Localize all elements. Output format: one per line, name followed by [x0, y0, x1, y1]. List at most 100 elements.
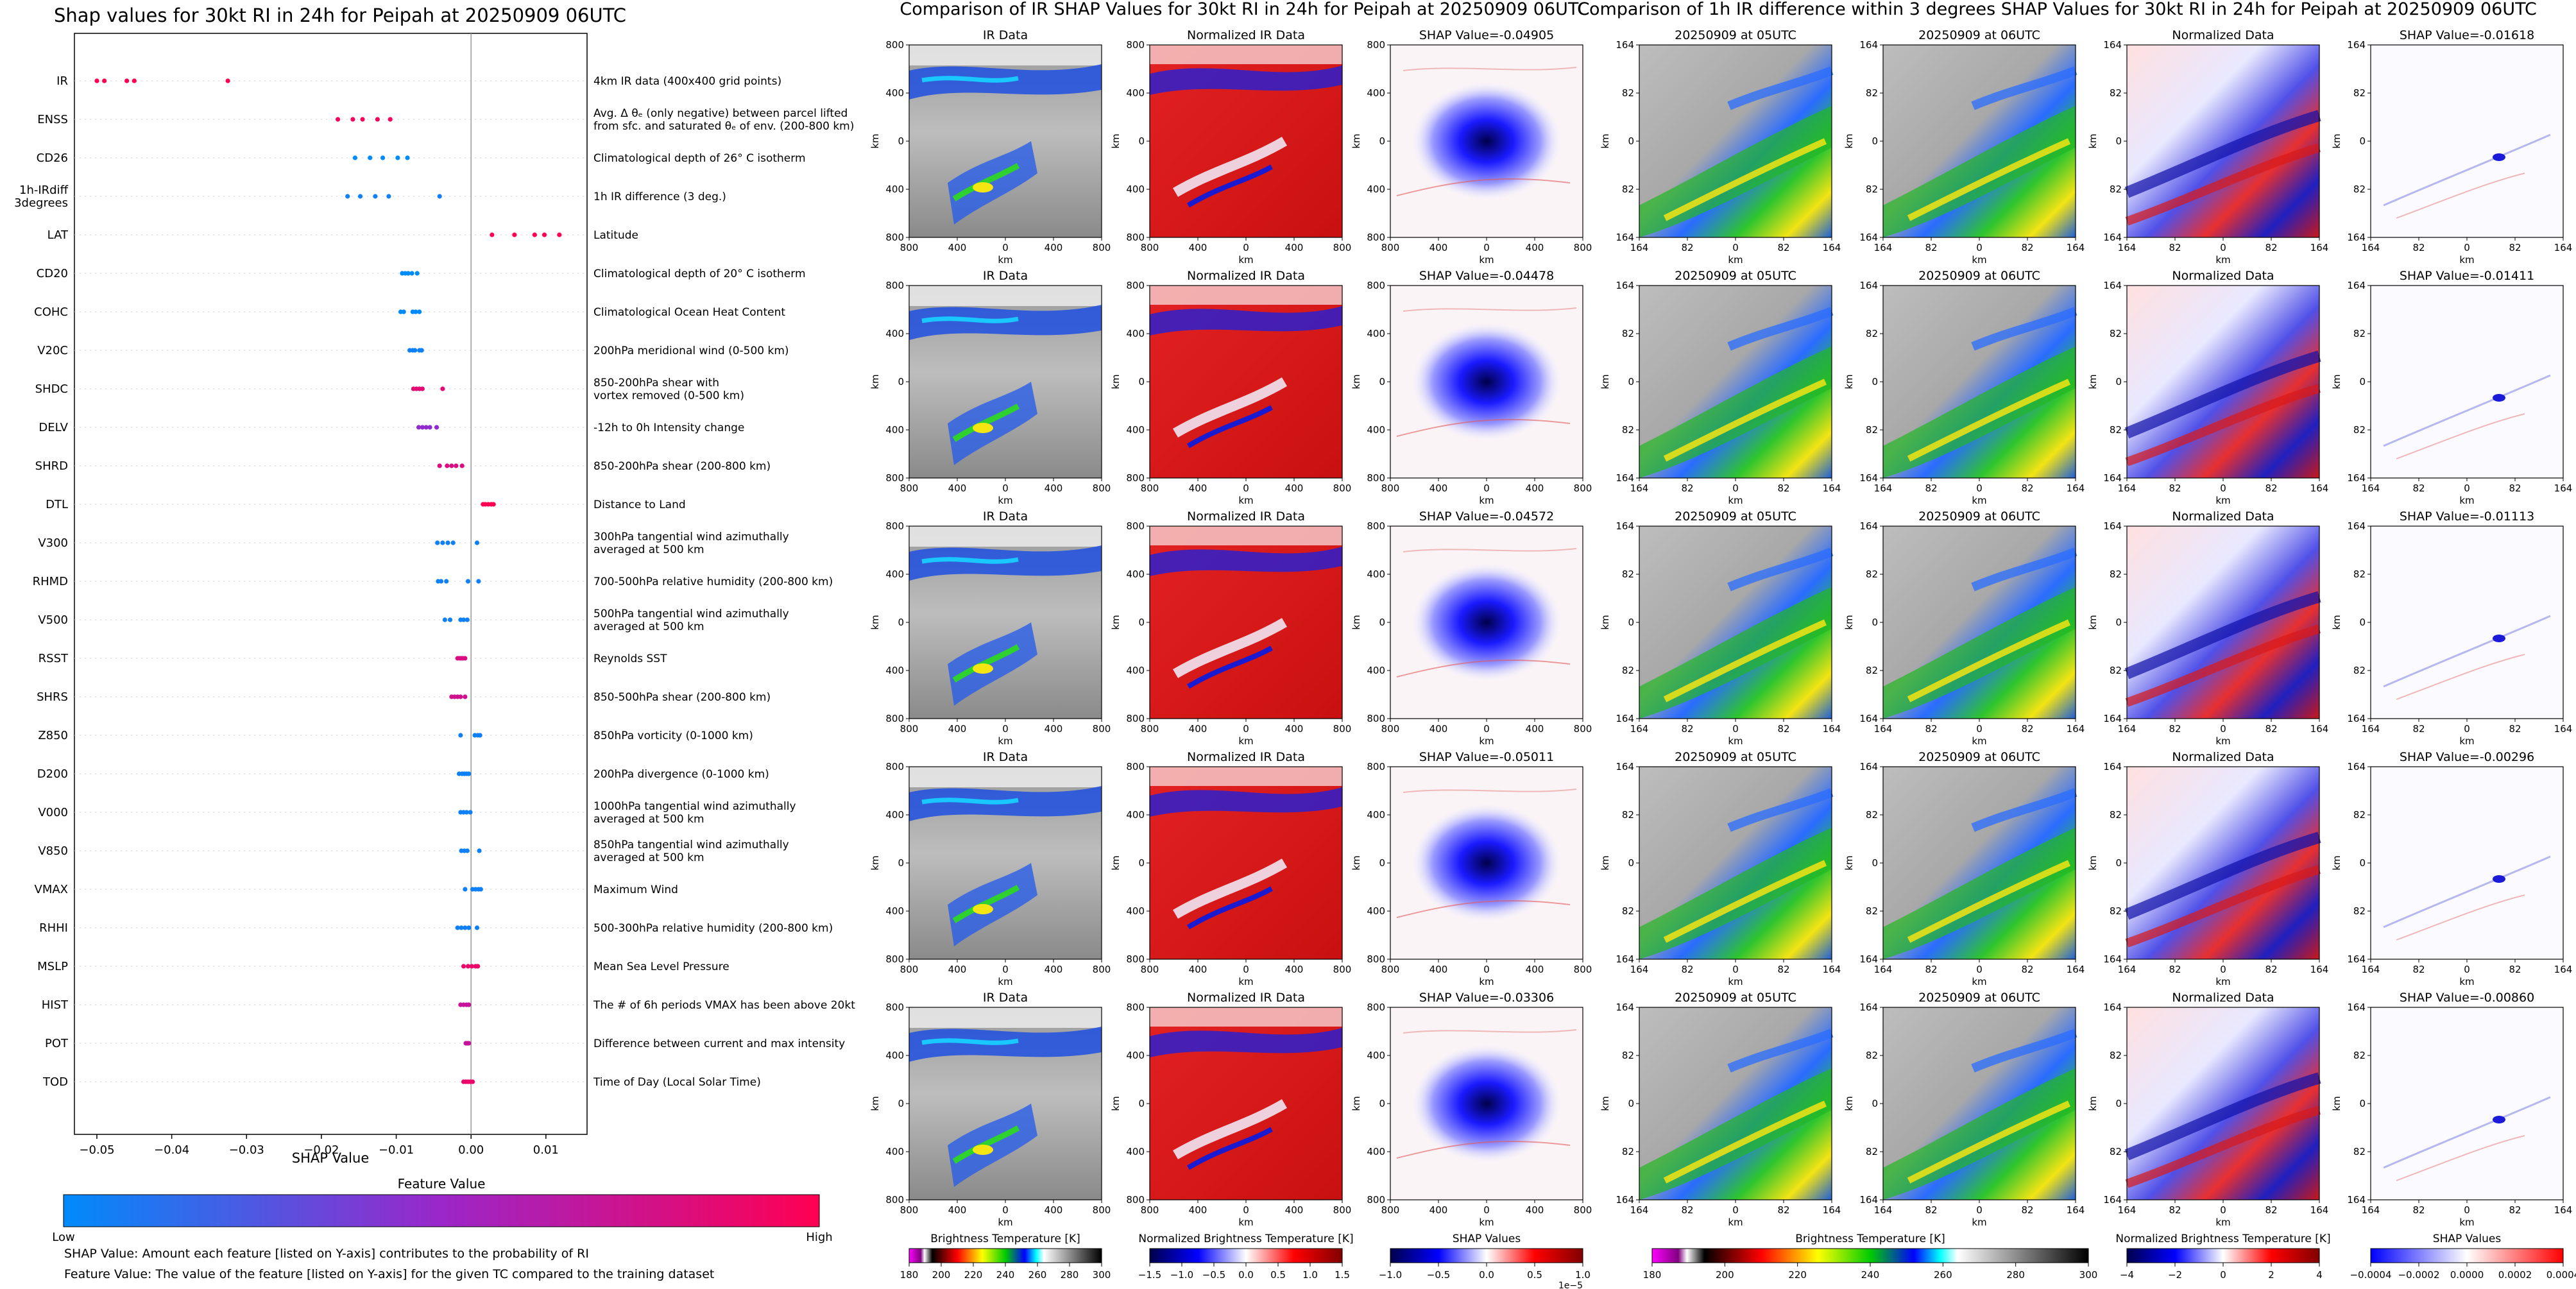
colorbar-tick-label: 0.0	[1479, 1269, 1494, 1281]
panel-y-tick-label: 82	[1622, 1146, 1634, 1157]
panel-y-tick-label: 800	[1126, 520, 1145, 532]
ir-panel: Normalized IR Data8008004004000040040080…	[1110, 28, 1351, 266]
panel-y-axis-label: km	[2331, 133, 2342, 148]
panel-title: SHAP Value=-0.05011	[1419, 750, 1554, 764]
panel-x-axis-label: km	[2459, 254, 2474, 266]
panel-y-tick-label: 0	[898, 857, 904, 869]
panel-y-tick-label: 400	[885, 568, 904, 580]
panel-x-tick-label: 164	[2067, 723, 2085, 735]
panel-y-tick-label: 82	[1622, 809, 1634, 821]
colorbar-title: Normalized Brightness Temperature [K]	[2115, 1233, 2330, 1245]
panel-x-tick-label: 400	[1526, 242, 1544, 253]
panel-x-tick-label: 0	[2220, 1204, 2226, 1216]
feature-name-label: HIST	[42, 998, 69, 1012]
shap-point	[445, 463, 450, 468]
panel-y-tick-label: 0	[2115, 857, 2122, 869]
panel-x-tick-label: 400	[1189, 723, 1207, 735]
panel-y-tick-label: 800	[1367, 1194, 1385, 1206]
panel-x-tick-label: 164	[2310, 242, 2329, 253]
panel-x-tick-label: 400	[1045, 1204, 1063, 1216]
panel-x-tick-label: 82	[2265, 964, 2277, 975]
panel-y-tick-label: 164	[2103, 280, 2122, 291]
shap-point	[557, 232, 562, 237]
feature-description-label: Latitude	[593, 229, 638, 242]
panel-title: Normalized IR Data	[1187, 269, 1305, 283]
panel-y-tick-label: 82	[2353, 1146, 2366, 1157]
panel-x-tick-label: 82	[2509, 1204, 2521, 1216]
colorbar-tick-label: −0.5	[1427, 1269, 1450, 1281]
panel-x-tick-label: 164	[2362, 723, 2380, 735]
panel-x-tick-label: 0	[2220, 242, 2226, 253]
panel-x-tick-label: 0	[1483, 482, 1490, 494]
panel-y-axis-label: km	[1110, 374, 1122, 389]
panel-y-tick-label: 400	[1367, 424, 1385, 436]
panel-x-axis-label: km	[1479, 976, 1494, 987]
panel-title: Normalized Data	[2172, 269, 2274, 283]
panel-x-tick-label: 800	[1381, 723, 1400, 735]
panel-x-axis-label: km	[1972, 495, 1986, 506]
panel-title: SHAP Value=-0.01113	[2400, 509, 2534, 524]
panel-title: Normalized IR Data	[1187, 750, 1305, 764]
panel-title: IR Data	[983, 509, 1028, 524]
panel-y-tick-label: 82	[1622, 184, 1634, 195]
shap-point	[447, 617, 453, 622]
shap-point	[388, 117, 393, 122]
colorbar-tick-label: 0.5	[1270, 1269, 1286, 1281]
panel-x-tick-label: 82	[1681, 482, 1693, 494]
panel-x-tick-label: 164	[2554, 964, 2573, 975]
panel-x-tick-label: 0	[1732, 964, 1739, 975]
panel-title: SHAP Value=-0.04905	[1419, 28, 1554, 42]
panel-title: IR Data	[983, 991, 1028, 1005]
panel-y-tick-label: 400	[1126, 87, 1145, 99]
panel-y-tick-label: 164	[2103, 713, 2122, 724]
shap-point	[380, 155, 386, 160]
diff-panel: SHAP Value=-0.00296164164828200828216416…	[2331, 750, 2572, 987]
panel-y-axis-label: km	[1351, 855, 1362, 870]
panel-y-tick-label: 800	[1367, 520, 1385, 532]
diff-panel: 20250909 at 05UTC1641648282008282164164k…	[1599, 28, 1841, 266]
panel-y-tick-label: 800	[1367, 713, 1385, 724]
panel-y-tick-label: 82	[1622, 87, 1634, 99]
shap-point	[474, 540, 480, 545]
panel-x-tick-label: 164	[1874, 964, 1893, 975]
feature-rows: IR 4km IR data (400x400 grid points) ENSS A…	[14, 33, 855, 1134]
panel-x-tick-label: 800	[1093, 964, 1111, 975]
diff-panel: SHAP Value=-0.01411164164828200828216416…	[2331, 269, 2572, 506]
shap-point	[440, 386, 445, 391]
panel-y-tick-label: 82	[2110, 328, 2122, 339]
colorbar-tick-label: 180	[900, 1269, 919, 1281]
feature-description-label: 700-500hPa relative humidity (200-800 km…	[593, 576, 833, 588]
panel-x-tick-label: 164	[1630, 1204, 1649, 1216]
panel-x-tick-label: 800	[900, 482, 919, 494]
panel-y-axis-label: km	[2087, 1096, 2099, 1111]
panel-y-tick-label: 0	[1628, 376, 1634, 388]
colorbar-title: Normalized Brightness Temperature [K]	[1138, 1233, 1353, 1245]
shap-point	[477, 848, 482, 853]
panel-y-tick-label: 82	[2353, 568, 2366, 580]
panel-x-tick-label: 82	[2169, 482, 2181, 494]
panel-y-tick-label: 800	[1367, 472, 1385, 484]
panel-x-tick-label: 82	[1925, 482, 1937, 494]
panel-x-tick-label: 82	[2169, 723, 2181, 735]
panel-y-axis-label: km	[2331, 855, 2342, 870]
panel-x-tick-label: 82	[2412, 482, 2425, 494]
panel-y-tick-label: 164	[1616, 472, 1634, 484]
colorbar-tick-label: 0.0004	[2546, 1269, 2576, 1281]
panel-y-tick-label: 82	[2353, 184, 2366, 195]
shap-point	[440, 540, 445, 545]
panel-x-tick-label: 0	[1483, 242, 1490, 253]
image-colorbars: Brightness Temperature [K]180 200 220 240 26…	[900, 1233, 2576, 1289]
shap-point	[512, 232, 517, 237]
panel-y-axis-label: km	[1110, 615, 1122, 629]
panel-y-tick-label: 400	[1126, 424, 1145, 436]
feature-name-label: SHRD	[35, 459, 68, 473]
colorbar-tick-label: 240	[996, 1269, 1015, 1281]
panel-y-axis-label: km	[2087, 133, 2099, 148]
panel-y-tick-label: 400	[1126, 809, 1145, 821]
ir-panel: SHAP Value=-0.04478800800400400004004008…	[1351, 269, 1592, 506]
diff-panel: 20250909 at 05UTC1641648282008282164164k…	[1599, 269, 1841, 506]
diff-panel: SHAP Value=-0.00860164164828200828216416…	[2331, 991, 2572, 1228]
panel-x-tick-label: 0	[2464, 964, 2470, 975]
panel-x-tick-label: 82	[1681, 964, 1693, 975]
